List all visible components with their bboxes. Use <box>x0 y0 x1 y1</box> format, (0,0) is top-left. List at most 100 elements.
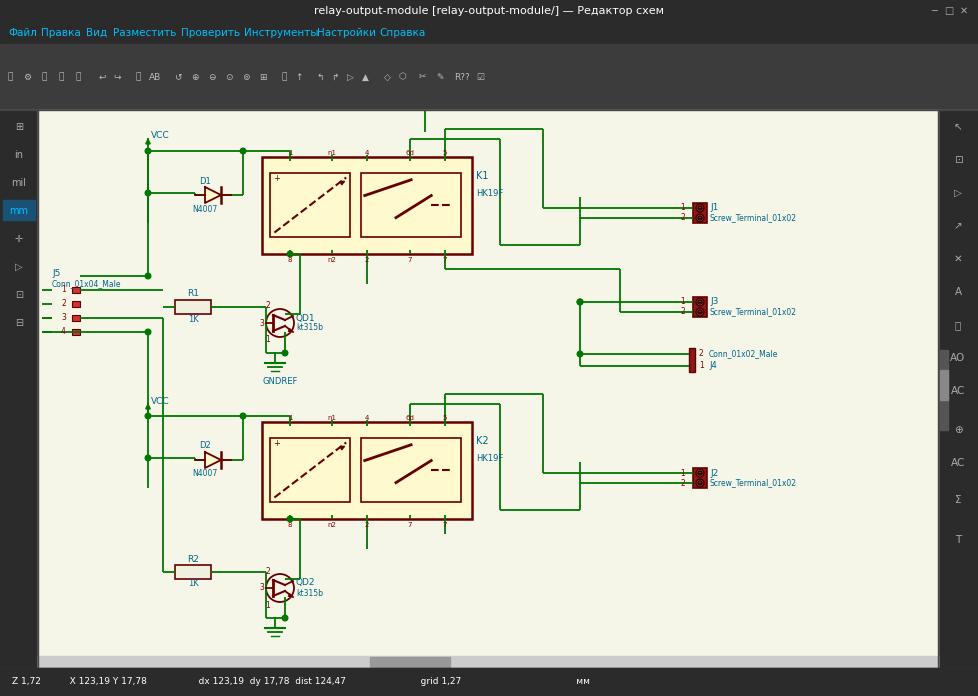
Text: ☑: ☑ <box>475 72 483 81</box>
Circle shape <box>145 148 151 154</box>
Text: Ⓐ: Ⓐ <box>954 320 960 330</box>
Text: ▷: ▷ <box>953 188 961 198</box>
Text: N4007: N4007 <box>193 205 217 214</box>
Text: Screw_Terminal_01x02: Screw_Terminal_01x02 <box>709 308 796 317</box>
Bar <box>175 565 211 579</box>
Text: n1: n1 <box>328 415 336 421</box>
Text: N4007: N4007 <box>193 470 217 479</box>
Text: ↗: ↗ <box>953 221 961 231</box>
Circle shape <box>145 413 151 419</box>
Bar <box>692 297 706 317</box>
Text: Проверить: Проверить <box>181 28 241 38</box>
Text: ⊞: ⊞ <box>259 72 266 81</box>
Circle shape <box>695 469 703 477</box>
Bar <box>72 315 80 321</box>
Circle shape <box>697 216 701 220</box>
Circle shape <box>577 299 582 305</box>
Circle shape <box>287 251 292 257</box>
Bar <box>937 110 978 668</box>
Text: ↖: ↖ <box>953 122 961 132</box>
Text: Screw_Terminal_01x02: Screw_Terminal_01x02 <box>709 214 796 223</box>
Text: ⊖: ⊖ <box>208 72 215 81</box>
Text: QD2: QD2 <box>295 578 315 587</box>
Text: J5: J5 <box>52 269 61 278</box>
Bar <box>0 44 978 110</box>
Text: Вид: Вид <box>86 28 107 38</box>
Text: 1K: 1K <box>188 315 199 324</box>
Bar <box>3 200 35 220</box>
Text: 4: 4 <box>365 150 369 156</box>
Text: ✂: ✂ <box>418 72 425 81</box>
Bar <box>72 301 80 307</box>
Circle shape <box>695 214 703 222</box>
Bar <box>0 22 978 44</box>
Circle shape <box>577 351 582 357</box>
Text: 7: 7 <box>442 257 447 263</box>
Text: GNDREF: GNDREF <box>263 377 298 386</box>
Text: ◇: ◇ <box>383 72 390 81</box>
Text: Z 1,72          X 123,19 Y 17,78                  dx 123,19  dy 17,78  dist 124,: Z 1,72 X 123,19 Y 17,78 dx 123,19 dy 17,… <box>12 677 590 686</box>
Text: 4: 4 <box>61 328 66 336</box>
Text: 7: 7 <box>407 522 412 528</box>
Text: ⬜: ⬜ <box>281 72 287 81</box>
Text: 💾: 💾 <box>7 72 13 81</box>
Text: Файл: Файл <box>8 28 37 38</box>
Text: ⊙: ⊙ <box>225 72 233 81</box>
Circle shape <box>697 310 701 314</box>
Circle shape <box>577 299 582 305</box>
Text: J3: J3 <box>709 297 718 306</box>
Text: 8: 8 <box>288 257 292 263</box>
Text: Conn_01x02_Male: Conn_01x02_Male <box>708 349 778 358</box>
Text: 2: 2 <box>680 214 685 223</box>
Text: 1: 1 <box>680 297 685 306</box>
Text: J4: J4 <box>708 361 716 370</box>
Text: K2: K2 <box>475 436 488 446</box>
Text: AB: AB <box>149 72 161 81</box>
Text: Справка: Справка <box>379 28 425 38</box>
Circle shape <box>695 204 703 212</box>
Text: 1: 1 <box>698 361 703 370</box>
Circle shape <box>697 471 701 475</box>
Text: Инструменты: Инструменты <box>244 28 318 38</box>
Text: 1: 1 <box>680 468 685 477</box>
Text: R??: R?? <box>454 72 469 81</box>
Text: R2: R2 <box>187 555 199 564</box>
Text: mm: mm <box>10 206 28 216</box>
Text: 1K: 1K <box>188 580 199 589</box>
Bar <box>360 438 461 502</box>
Polygon shape <box>204 187 221 203</box>
Text: +: + <box>273 439 280 448</box>
Text: 2: 2 <box>265 301 270 310</box>
Text: T: T <box>954 535 960 545</box>
Text: A: A <box>954 287 960 297</box>
Bar <box>939 350 947 430</box>
Text: 📄: 📄 <box>41 72 47 81</box>
Bar <box>262 422 471 519</box>
Text: ▷: ▷ <box>16 262 22 272</box>
Text: ─: ─ <box>930 6 936 16</box>
Text: ⊕: ⊕ <box>191 72 199 81</box>
Text: QD1: QD1 <box>295 313 315 322</box>
Bar <box>72 287 80 293</box>
Text: Разместить: Разместить <box>113 28 177 38</box>
Text: 4: 4 <box>365 415 369 421</box>
Text: 8: 8 <box>288 522 292 528</box>
Bar <box>689 348 694 372</box>
Text: 1: 1 <box>265 601 270 610</box>
Text: 2: 2 <box>680 479 685 487</box>
Text: ⊕: ⊕ <box>953 425 961 435</box>
Text: ↱: ↱ <box>331 72 338 81</box>
Text: kt315b: kt315b <box>295 324 323 333</box>
Circle shape <box>282 350 288 356</box>
Text: ⊚: ⊚ <box>242 72 249 81</box>
Text: AC: AC <box>950 458 964 468</box>
Bar <box>38 110 937 668</box>
Text: 7: 7 <box>442 522 447 528</box>
Circle shape <box>697 481 701 485</box>
Circle shape <box>145 455 151 461</box>
Text: R1: R1 <box>187 290 199 299</box>
Bar <box>939 370 947 400</box>
Text: ↪: ↪ <box>113 72 120 81</box>
Bar <box>72 329 80 335</box>
Text: 6d: 6d <box>405 415 414 421</box>
